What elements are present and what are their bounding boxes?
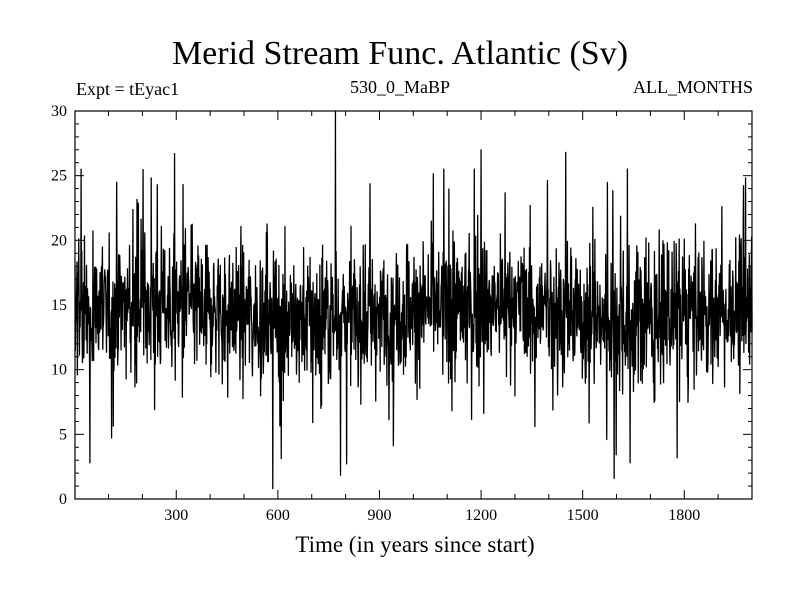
x-tick-label: 1200 bbox=[465, 507, 497, 524]
y-tick-label: 0 bbox=[59, 491, 67, 508]
x-tick-label: 300 bbox=[164, 507, 188, 524]
experiment-label: Expt = tEyac1 bbox=[76, 79, 180, 99]
x-tick-label: 1500 bbox=[567, 507, 599, 524]
y-tick-label: 20 bbox=[51, 232, 67, 249]
ticks-layer: 300 600 900 1200 1500 1800 0 5 10 15 20 25 30 bbox=[51, 103, 752, 524]
y-tick-label: 15 bbox=[51, 297, 67, 314]
series-layer bbox=[74, 110, 753, 490]
x-axis-label: Time (in years since start) bbox=[295, 532, 535, 557]
x-tick-label: 600 bbox=[266, 507, 290, 524]
chart-title: Merid Stream Func. Atlantic (Sv) bbox=[171, 35, 629, 72]
run-id-label: 530_0_MaBP bbox=[349, 77, 450, 97]
y-tick-label: 25 bbox=[51, 168, 67, 185]
y-tick-label: 10 bbox=[51, 362, 67, 379]
y-tick-label: 5 bbox=[59, 426, 67, 443]
months-label: ALL_MONTHS bbox=[633, 77, 753, 97]
y-tick-label: 30 bbox=[51, 103, 67, 120]
x-tick-label: 900 bbox=[367, 507, 391, 524]
x-tick-label: 1800 bbox=[668, 507, 700, 524]
series-line bbox=[74, 110, 753, 490]
